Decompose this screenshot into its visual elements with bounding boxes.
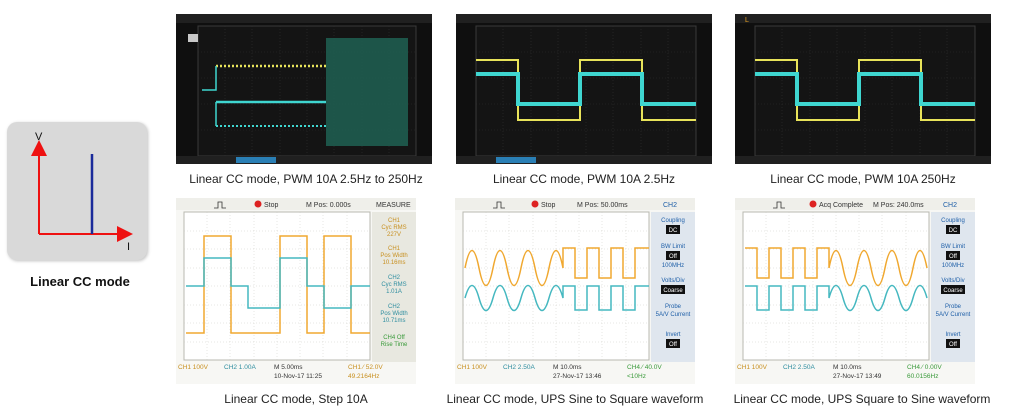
mode-icon-card: V I [7,122,147,260]
scope4-measure-2-line3: 10.16ms [382,260,405,266]
scope-screen-5: Stop M Pos: 50.00ms CH2 Coupling DC BW L… [455,198,695,384]
scope6-menu-probe-sub: 5A/V Current [936,312,971,318]
scope-screen-2 [456,14,712,164]
scope5-menu-probe-label: Probe [665,304,682,310]
scope6-menu-voltsdiv-label: Volts/Div [941,278,964,284]
scope4-measure-5-line1: CH4 Off [383,335,405,341]
scope6-menu-bwlimit-label: BW Limit [941,244,965,250]
scope4-measure-2-line2: Pos Width [380,253,407,259]
caption-scope-1: Linear CC mode, PWM 10A 2.5Hz to 250Hz [189,172,423,186]
scope5-menu-probe-sub: 5A/V Current [656,312,691,318]
scope4-status: Stop [264,202,279,209]
axis-i-label: I [127,241,130,253]
stop-indicator-icon [531,200,539,208]
scope6-menu-coupling-label: Coupling [941,218,965,224]
scope5-menu-bwlimit-value[interactable]: Off [669,254,677,260]
scope4-measure-3-line3: 1.01A [386,289,402,295]
scope4-trigger: CH1 ⁄ 52.0V [348,364,383,371]
scope5-menu-invert-value[interactable]: Off [669,342,677,348]
scope4-measure-3-line1: CH2 [388,275,401,281]
scope4-ch2: CH2 1.00A [224,364,256,371]
scope4-measure-4-line3: 10.71ms [382,318,405,324]
scope4-measure-1-line2: Cyc RMS [381,225,406,231]
scope6-ch1: CH1 100V [737,364,768,371]
scope6-menu-bwlimit-sub: 100MHz [942,263,964,269]
scope4-time: M 5.00ms [274,364,303,371]
caption-scope-6: Linear CC mode, UPS Square to Sine wavef… [733,392,991,406]
caption-scope-4: Linear CC mode, Step 10A [224,392,368,406]
scope5-menu-invert-label: Invert [665,332,680,338]
scope-screen-1 [176,14,432,164]
acq-indicator-icon [809,200,817,208]
scope6-menu-coupling-value[interactable]: DC [949,228,958,234]
scope5-ch1: CH1 100V [457,364,488,371]
scope5-menu-voltsdiv-label: Volts/Div [661,278,684,284]
scope4-menu-title: MEASURE [376,202,411,209]
scope4-measure-2-line1: CH1 [388,246,401,252]
scope5-status: Stop [541,202,556,209]
scope6-date: 27-Nov-17 13:49 [833,373,882,380]
mode-caption: Linear CC mode [30,274,130,289]
scope5-menu-coupling-value[interactable]: DC [669,228,678,234]
caption-scope-5: Linear CC mode, UPS Sine to Square wavef… [446,392,704,406]
scope4-measure-1-line1: CH1 [388,218,401,224]
scope6-ch2: CH2 2.50A [783,364,815,371]
scope4-measure-4-line2: Pos Width [380,311,407,317]
scope6-menu-voltsdiv-value[interactable]: Coarse [943,288,963,294]
scope5-mpos: M Pos: 50.00ms [577,202,628,209]
scope6-menu-invert-label: Invert [945,332,960,338]
scope5-date: 27-Nov-17 13:46 [553,373,602,380]
svg-text:L: L [745,17,749,24]
caption-scope-3: Linear CC mode, PWM 10A 250Hz [770,172,956,186]
scope4-measure-3-line2: Cyc RMS [381,282,406,288]
vi-axes-icon: V I [31,131,133,253]
axis-v-label: V [35,131,43,143]
scope5-ch2: CH2 2.50A [503,364,535,371]
scope6-menu-title: CH2 [943,202,957,209]
scope4-ch1: CH1 100V [178,364,209,371]
scope-screen-6: Acq Complete M Pos: 240.0ms CH2 Coupling… [735,198,975,384]
scope6-time: M 10.0ms [833,364,862,371]
scope6-menu-invert-value[interactable]: Off [949,342,957,348]
scope-screen-4: Stop M Pos: 0.000s MEASURE CH1 Cyc RMS 2… [176,198,416,384]
scope4-date: 10-Nov-17 11:25 [274,373,322,380]
scope4-measure-4-line1: CH2 [388,304,401,310]
scope5-freq: <10Hz [627,373,646,380]
scope6-status: Acq Complete [819,202,863,209]
scope4-measure-1-line3: 227V [387,232,401,238]
caption-scope-2: Linear CC mode, PWM 10A 2.5Hz [492,172,676,186]
scope5-menu-coupling-label: Coupling [661,218,685,224]
scope6-menu-bwlimit-value[interactable]: Off [949,254,957,260]
scope6-trigger: CH4 ⁄ 0.00V [907,364,942,371]
scope5-time: M 10.0ms [553,364,582,371]
scope6-menu-probe-label: Probe [945,304,962,310]
scope-screen-3: L [735,14,991,164]
scope6-mpos: M Pos: 240.0ms [873,202,924,209]
scope5-menu-title: CH2 [663,202,677,209]
scope5-menu-bwlimit-label: BW Limit [661,244,685,250]
scope4-mpos: M Pos: 0.000s [306,202,351,209]
scope5-menu-bwlimit-sub: 100MHz [662,263,684,269]
scope6-freq: 60.0156Hz [907,373,938,380]
scope5-trigger: CH4 ⁄ 40.0V [627,364,662,371]
scope5-menu-voltsdiv-value[interactable]: Coarse [663,288,683,294]
scope4-measure-5-line2: Rise Time [381,342,408,348]
stop-indicator-icon [254,200,262,208]
scope4-freq: 49.2164Hz [348,373,379,380]
